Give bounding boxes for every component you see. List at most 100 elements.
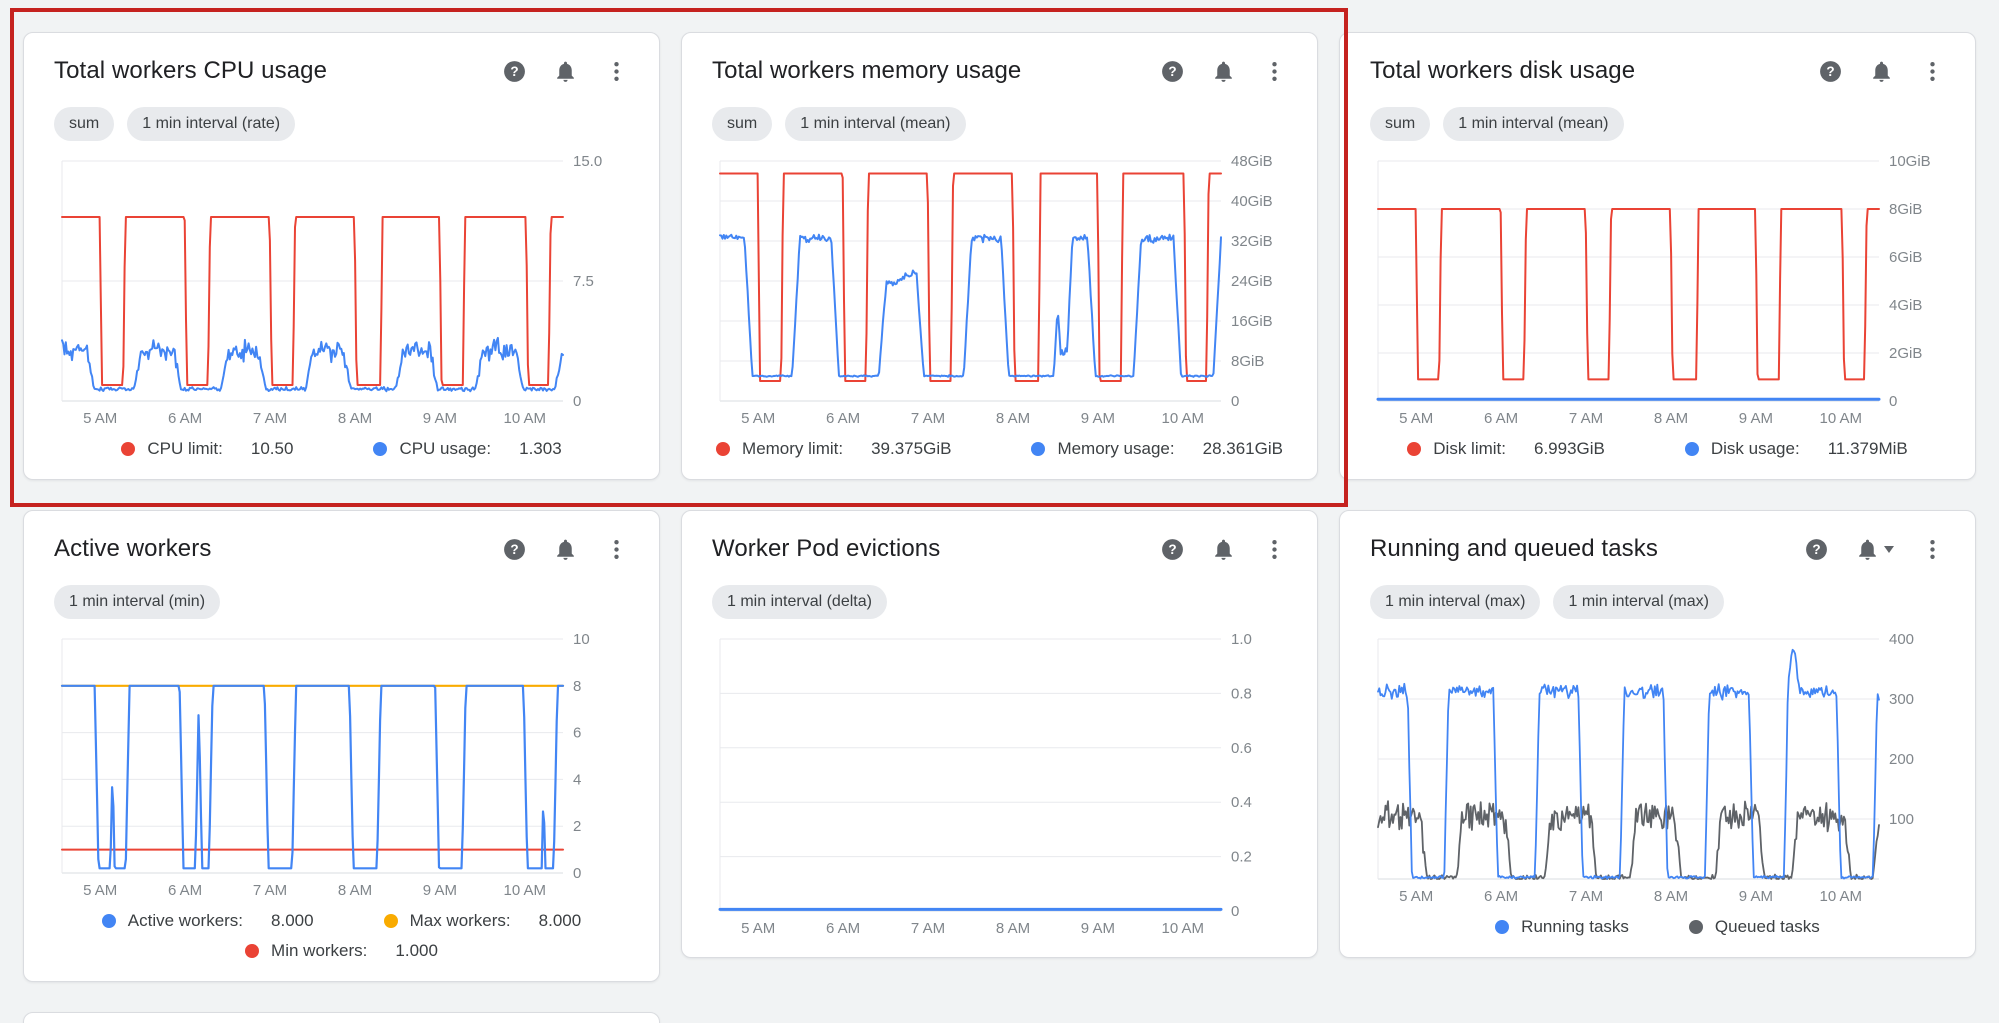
card-header: Running and queued tasks ?	[1370, 535, 1945, 563]
interval-chip[interactable]: 1 min interval (delta)	[712, 585, 887, 619]
aggregation-chip[interactable]: sum	[54, 107, 115, 141]
svg-text:6: 6	[573, 725, 581, 742]
pod-evictions-chart[interactable]: 0 0.2 0.4 0.6 0.8 1.0 5 AM 6 AM 7 AM 8 AM 9 AM 10 A…	[712, 627, 1287, 941]
legend-cpu-limit[interactable]: CPU limit: 10.50	[121, 439, 293, 459]
help-icon[interactable]: ?	[502, 537, 527, 562]
card-actions: ?	[1804, 535, 1945, 562]
interval-chip[interactable]: 1 min interval (mean)	[785, 107, 966, 141]
card-header: Worker Pod evictions ?	[712, 535, 1287, 563]
notifications-bell-icon[interactable]	[1211, 59, 1236, 84]
legend-disk-usage[interactable]: Disk usage: 11.379MiB	[1684, 439, 1908, 459]
running-queued-tasks-chart[interactable]: 100 200 300 400 5 AM 6 AM 7 AM 8 AM 9 AM 10 AM	[1370, 627, 1945, 909]
svg-text:?: ?	[1168, 64, 1176, 79]
svg-text:0: 0	[1889, 393, 1897, 410]
svg-text:2GiB: 2GiB	[1889, 345, 1922, 362]
card-actions: ?	[502, 57, 629, 84]
svg-text:10 AM: 10 AM	[504, 410, 547, 427]
legend-min-workers[interactable]: Min workers: 1.000	[245, 941, 438, 961]
legend-value: 11.379MiB	[1827, 439, 1908, 458]
more-vert-icon[interactable]	[1920, 59, 1945, 84]
card-active-workers: Active workers ? 1 min interval (min) 0 2…	[23, 510, 660, 982]
legend-dot	[121, 442, 136, 456]
legend-dot	[1495, 920, 1510, 934]
help-icon[interactable]: ?	[1804, 537, 1829, 562]
legend-memory-usage[interactable]: Memory usage: 28.361GiB	[1031, 439, 1283, 459]
svg-text:9 AM: 9 AM	[423, 882, 457, 899]
chip-row: sum 1 min interval (mean)	[712, 107, 1287, 141]
more-vert-icon[interactable]	[1262, 537, 1287, 562]
more-vert-icon[interactable]	[1920, 537, 1945, 562]
svg-text:8 AM: 8 AM	[996, 410, 1030, 427]
interval-chip-queued[interactable]: 1 min interval (max)	[1553, 585, 1724, 619]
svg-text:6 AM: 6 AM	[168, 410, 202, 427]
legend-queued-tasks[interactable]: Queued tasks	[1688, 917, 1820, 937]
aggregation-chip[interactable]: sum	[712, 107, 773, 141]
svg-text:6GiB: 6GiB	[1889, 249, 1922, 266]
help-icon[interactable]: ?	[1160, 59, 1185, 84]
more-vert-icon[interactable]	[604, 59, 629, 84]
legend-max-workers[interactable]: Max workers: 8.000	[383, 911, 581, 931]
svg-text:9 AM: 9 AM	[1739, 410, 1773, 427]
svg-text:10GiB: 10GiB	[1889, 153, 1931, 170]
svg-text:7 AM: 7 AM	[253, 410, 287, 427]
notifications-bell-icon[interactable]	[1869, 59, 1894, 84]
svg-text:6 AM: 6 AM	[168, 882, 202, 899]
legend-memory-limit[interactable]: Memory limit: 39.375GiB	[716, 439, 951, 459]
legend-disk-limit[interactable]: Disk limit: 6.993GiB	[1407, 439, 1605, 459]
legend-active-workers[interactable]: Active workers: 8.000	[101, 911, 314, 931]
active-workers-chart[interactable]: 0 2 4 6 8 10 5 AM 6 AM 7 AM 8 AM 9 AM 10 AM	[54, 627, 629, 903]
svg-text:?: ?	[1826, 64, 1834, 79]
chip-row: 1 min interval (max) 1 min interval (max…	[1370, 585, 1945, 619]
disk-usage-chart[interactable]: 0 2GiB 4GiB 6GiB 8GiB 10GiB 5 AM 6 AM 7 AM 8 AM 9 …	[1370, 149, 1945, 431]
more-vert-icon[interactable]	[604, 537, 629, 562]
legend-dot	[1688, 920, 1703, 934]
svg-text:9 AM: 9 AM	[1081, 410, 1115, 427]
svg-text:10 AM: 10 AM	[1162, 920, 1205, 937]
svg-text:0.8: 0.8	[1231, 685, 1252, 702]
legend-label: Memory usage:	[1057, 439, 1175, 458]
legend-value: 10.50	[250, 439, 294, 458]
legend-value: 28.361GiB	[1202, 439, 1283, 458]
card-total-workers-disk-usage: Total workers disk usage ? sum 1 min int…	[1339, 32, 1976, 480]
svg-text:7.5: 7.5	[573, 273, 594, 290]
svg-text:6 AM: 6 AM	[1484, 888, 1518, 905]
card-title: Active workers	[54, 535, 212, 562]
help-icon[interactable]: ?	[1160, 537, 1185, 562]
card-running-and-queued-tasks: Running and queued tasks ? 1 min interva…	[1339, 510, 1976, 958]
legend-running-tasks[interactable]: Running tasks	[1495, 917, 1629, 937]
svg-text:?: ?	[1168, 542, 1176, 557]
legend-dot	[1684, 442, 1699, 456]
card-header: Total workers memory usage ?	[712, 57, 1287, 85]
notifications-bell-icon[interactable]	[553, 537, 578, 562]
cpu-usage-chart[interactable]: 0 7.5 15.0 5 AM 6 AM 7 AM 8 AM 9 AM 10 AM	[54, 149, 629, 431]
notifications-bell-dropdown[interactable]	[1855, 537, 1894, 562]
svg-text:?: ?	[1812, 542, 1820, 557]
help-icon[interactable]: ?	[502, 59, 527, 84]
chart-legend: CPU limit: 10.50 CPU usage: 1.303	[54, 431, 629, 463]
svg-text:10 AM: 10 AM	[1820, 888, 1863, 905]
legend-dot	[1407, 442, 1422, 456]
memory-usage-chart[interactable]: 0 8GiB 16GiB 24GiB 32GiB 40GiB 48GiB 5 AM 6 AM 7 …	[712, 149, 1287, 431]
svg-text:48GiB: 48GiB	[1231, 153, 1273, 170]
svg-text:6 AM: 6 AM	[1484, 410, 1518, 427]
svg-text:7 AM: 7 AM	[1569, 410, 1603, 427]
svg-text:10 AM: 10 AM	[504, 882, 547, 899]
notifications-bell-icon[interactable]	[1211, 537, 1236, 562]
svg-text:0: 0	[1231, 903, 1239, 920]
legend-cpu-usage[interactable]: CPU usage: 1.303	[373, 439, 562, 459]
legend-label: Disk usage:	[1710, 439, 1800, 458]
svg-text:4: 4	[573, 771, 581, 788]
help-icon[interactable]: ?	[1818, 59, 1843, 84]
svg-text:9 AM: 9 AM	[423, 410, 457, 427]
interval-chip[interactable]: 1 min interval (min)	[54, 585, 221, 619]
svg-text:9 AM: 9 AM	[1739, 888, 1773, 905]
notifications-bell-icon[interactable]	[553, 59, 578, 84]
legend-dot	[373, 442, 388, 456]
chip-row: 1 min interval (delta)	[712, 585, 1287, 619]
more-vert-icon[interactable]	[1262, 59, 1287, 84]
legend-dot	[245, 944, 260, 958]
interval-chip-running[interactable]: 1 min interval (max)	[1370, 585, 1541, 619]
interval-chip[interactable]: 1 min interval (mean)	[1443, 107, 1624, 141]
interval-chip[interactable]: 1 min interval (rate)	[127, 107, 296, 141]
aggregation-chip[interactable]: sum	[1370, 107, 1431, 141]
